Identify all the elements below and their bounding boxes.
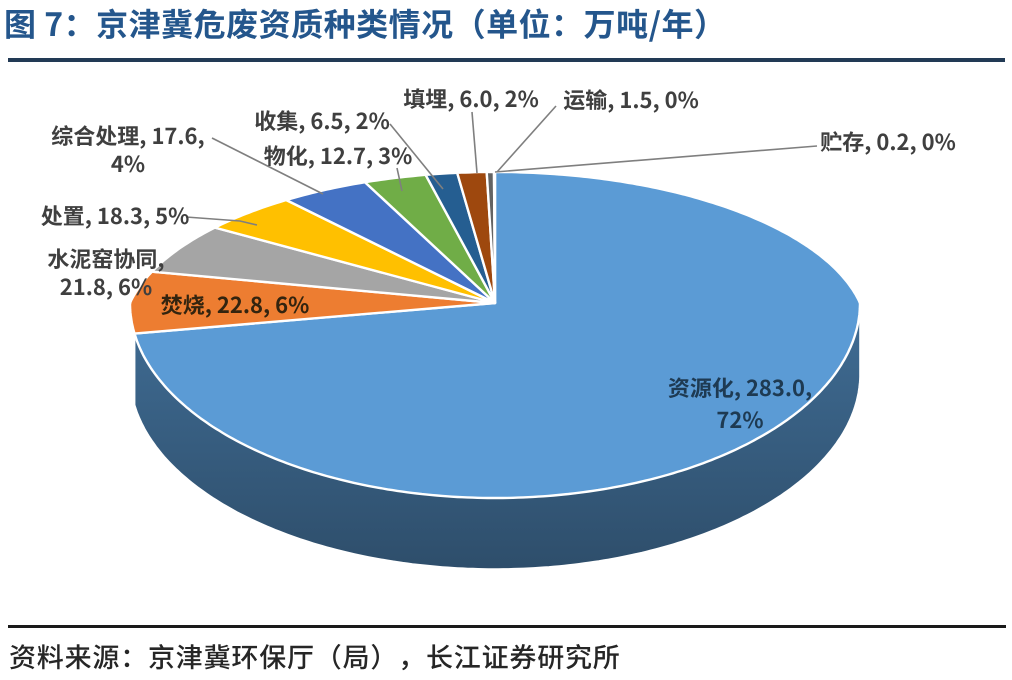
label-leader-line-8 (496, 105, 557, 173)
label-leader-line-4 (211, 137, 324, 195)
slice-label-7-line-0: 填埋, 6.0, 2% (403, 82, 539, 114)
pie-slice-4 (285, 181, 497, 305)
slice-label-2-line-0: 水泥窑协同, (47, 242, 165, 274)
slice-label-1-line-0: 焚烧, 22.8, 6% (160, 288, 310, 320)
slice-label-4-line-1: 4% (110, 147, 146, 179)
figure-title: 图 7：京津冀危废资质种类情况（单位：万吨/年） (4, 0, 727, 46)
pie-slice-9 (492, 170, 497, 305)
slice-label-5-line-0: 物化, 12.7, 3% (263, 139, 413, 171)
label-leader-line-3 (185, 216, 258, 226)
label-leader-line-6 (389, 123, 444, 190)
pie-slice-2 (150, 226, 497, 305)
source-line: 资料来源：京津冀环保厅（局），长江证券研究所 (9, 636, 621, 675)
pie-slice-7 (456, 170, 497, 305)
label-leader-line-9 (494, 145, 818, 173)
title-rule (8, 58, 1005, 62)
slice-label-9-line-0: 贮存, 0.2, 0% (820, 125, 956, 157)
slice-label-2-line-1: 21.8, 6% (59, 270, 153, 302)
slice-label-8-line-0: 运输, 1.5, 0% (563, 83, 699, 115)
pie-slice-3 (213, 198, 497, 305)
pie-slice-5 (363, 173, 497, 305)
slice-label-0-line-0: 资源化, 283.0, (667, 371, 813, 403)
pie-slice-6 (424, 171, 497, 305)
pie-slice-1 (128, 270, 497, 335)
label-leader-line-7 (471, 111, 478, 174)
slice-label-6-line-0: 收集, 6.5, 2% (254, 104, 390, 136)
footer-rule (8, 624, 1006, 628)
label-leader-line-5 (396, 167, 403, 192)
slice-label-0-line-1: 72% (716, 403, 764, 435)
pie-slice-0 (133, 170, 862, 500)
slice-label-4-line-0: 综合处理, 17.6, (51, 119, 205, 151)
slice-label-3-line-0: 处置, 18.3, 5% (40, 199, 190, 231)
